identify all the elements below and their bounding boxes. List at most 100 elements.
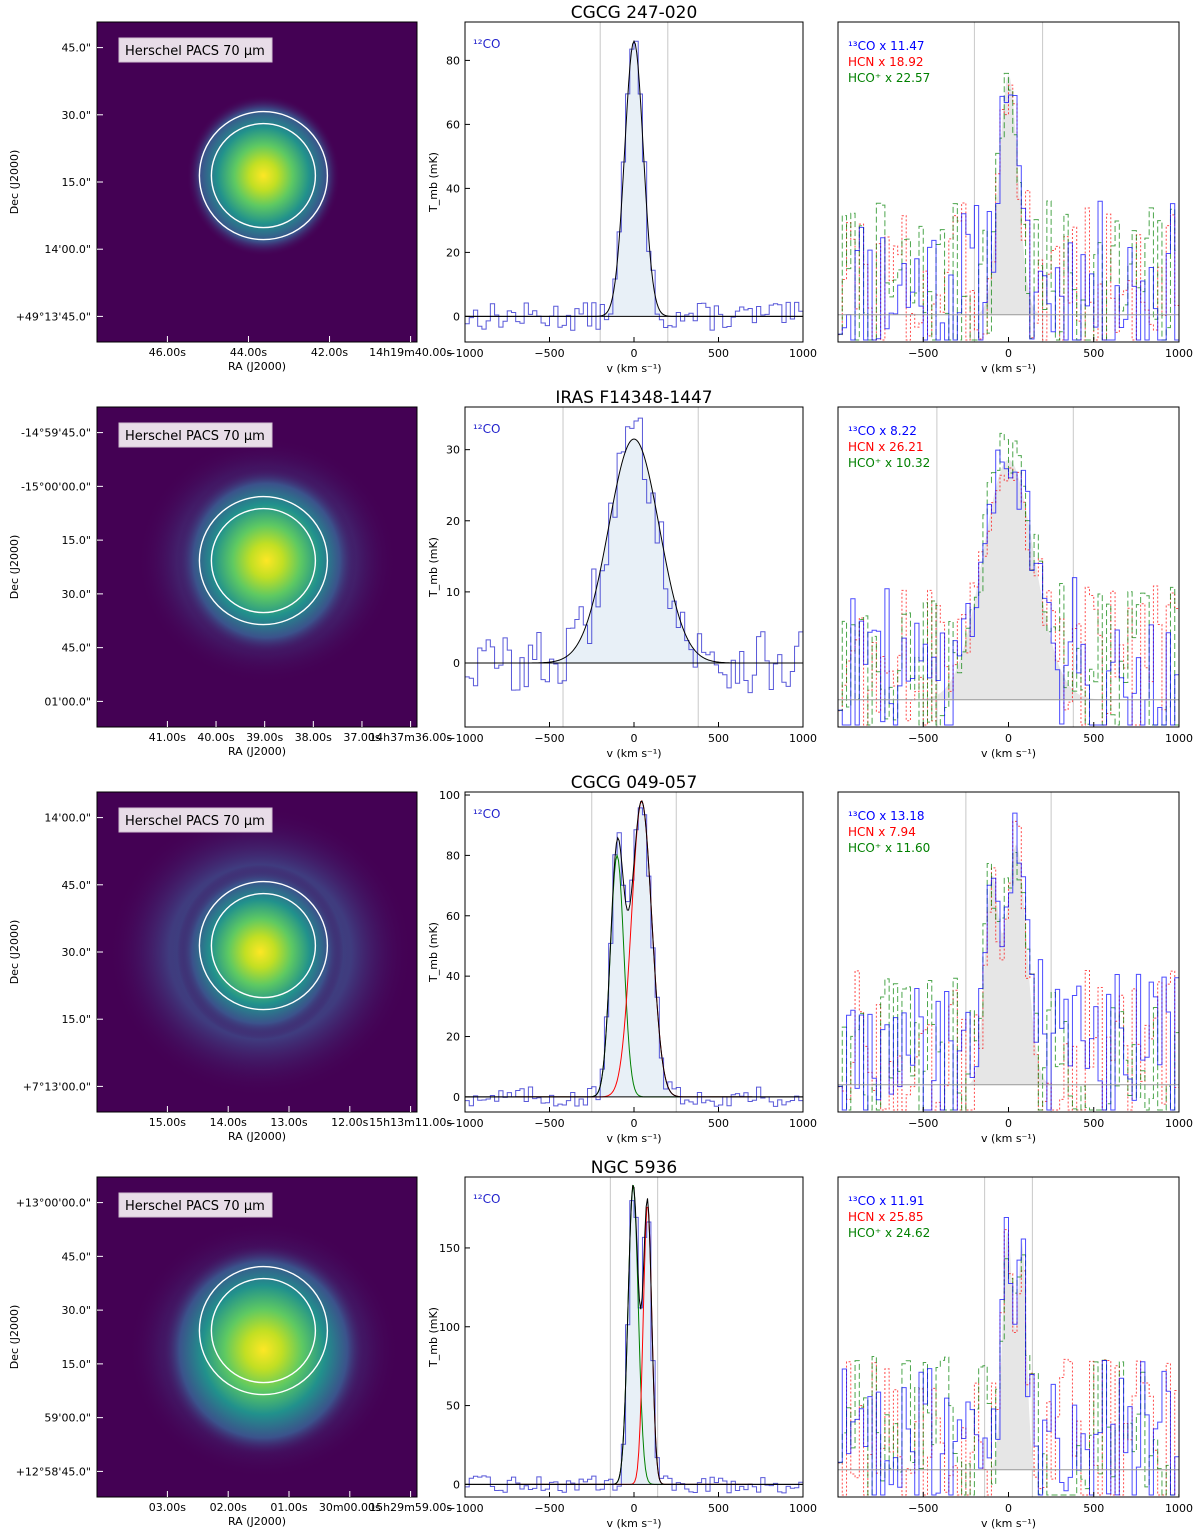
- x-tick-label: 500: [1083, 1502, 1104, 1515]
- co12-legend-label: ¹²CO: [473, 1192, 500, 1206]
- dec-tick-label: 59'00.0": [44, 1412, 91, 1425]
- dense-gas-panel: −500 0 500 1000 v (km s⁻¹) ¹³CO x 11.91 HCN x …: [837, 1176, 1193, 1530]
- x-tick-label: 0: [1005, 1117, 1012, 1130]
- dec-tick-label: +49°13'45.0": [16, 310, 91, 323]
- map-badge-label: Herschel PACS 70 μm: [125, 1199, 265, 1214]
- x-tick-label: −500: [534, 347, 564, 360]
- ra-tick-label: 38.00s: [295, 731, 332, 744]
- y-tick-label: 0: [453, 657, 460, 670]
- x-tick-label: 500: [1083, 1117, 1104, 1130]
- dec-tick-label: 45.0": [61, 1250, 91, 1263]
- hcop-scale-label: HCO⁺ x 11.60: [848, 841, 930, 855]
- map-badge-box: [118, 422, 273, 448]
- x-tick-label: 1000: [789, 1117, 817, 1130]
- dec-axis-label: Dec (J2000): [8, 1305, 21, 1370]
- map-beam-ring-inner: [210, 122, 317, 229]
- dec-axis-label: Dec (J2000): [8, 150, 21, 215]
- hcop-scale-label: HCO⁺ x 22.57: [848, 71, 930, 85]
- hcn-scale-label: HCN x 18.92: [848, 55, 923, 69]
- x-tick-label: 1000: [789, 347, 817, 360]
- dec-tick-label: 15.0": [61, 1013, 91, 1026]
- x-tick-label: 0: [631, 1502, 638, 1515]
- y-tick-label: 40: [446, 970, 460, 983]
- dec-tick-label: 15.0": [61, 176, 91, 189]
- x-tick-label: −500: [534, 1502, 564, 1515]
- map-source-emission: [177, 466, 357, 655]
- x-tick-label: 0: [631, 347, 638, 360]
- co13-scale-label: ¹³CO x 11.47: [848, 39, 925, 53]
- map-beam-ring-outer: [198, 880, 329, 1011]
- x-tick-label: 500: [708, 1502, 729, 1515]
- y-tick-label: 80: [446, 54, 460, 67]
- co12-legend-label: ¹²CO: [473, 37, 500, 51]
- dec-tick-label: 45.0": [61, 879, 91, 892]
- x-tick-label: 500: [708, 732, 729, 745]
- dec-tick-label: 45.0": [61, 642, 91, 655]
- x-tick-label: 1000: [1165, 347, 1193, 360]
- hcop-scale-label: HCO⁺ x 24.62: [848, 1226, 930, 1240]
- x-tick-label: −1000: [446, 732, 483, 745]
- map-beam-ring-inner: [210, 1277, 317, 1384]
- hcn-histogram: [838, 467, 1179, 726]
- co13-histogram: [838, 812, 1179, 1111]
- dec-tick-label: 30.0": [61, 588, 91, 601]
- co12-spectrum-panel: 0 20 40 60 80 100 −1000 −500 0 500 1000 v (km s⁻¹) T…: [427, 789, 817, 1145]
- y-tick-label: 0: [453, 1478, 460, 1491]
- x-tick-label: 500: [1083, 732, 1104, 745]
- y-tick-label: 40: [446, 182, 460, 195]
- x-tick-label: −500: [908, 1117, 938, 1130]
- ra-tick-label: 42.00s: [311, 346, 348, 359]
- co12-histogram: [465, 1200, 803, 1494]
- map-badge-box: [118, 1192, 273, 1218]
- row-1: Herschel PACS 70 μm 45.0" 30.0" 15.0" 14'00.…: [8, 3, 1193, 375]
- hcn-scale-label: HCN x 7.94: [848, 825, 916, 839]
- ra-axis-label: RA (J2000): [228, 1515, 286, 1528]
- dec-tick-label: 30.0": [61, 1304, 91, 1317]
- map-badge-box: [118, 807, 273, 833]
- dec-tick-label: 01'00.0": [44, 695, 91, 708]
- hcn-scale-label: HCN x 26.21: [848, 440, 923, 454]
- x-tick-label: 1000: [1165, 1117, 1193, 1130]
- ra-axis-label: RA (J2000): [228, 745, 286, 758]
- co13-scale-label: ¹³CO x 13.18: [848, 809, 925, 823]
- y-tick-label: 80: [446, 849, 460, 862]
- co13-histogram: [838, 1217, 1179, 1496]
- dec-tick-label: +12°58'45.0": [16, 1465, 91, 1478]
- x-tick-label: −1000: [446, 1502, 483, 1515]
- ra-tick-label: 30m00.00s: [319, 1501, 381, 1514]
- x-axis-label: v (km s⁻¹): [981, 747, 1036, 760]
- co13-scale-label: ¹³CO x 11.91: [848, 1194, 925, 1208]
- co13-scale-label: ¹³CO x 8.22: [848, 424, 917, 438]
- ra-tick-label: 14h37m36.00s: [369, 731, 452, 744]
- hcn-histogram: [838, 820, 1179, 1111]
- map-panel: Herschel PACS 70 μm -14°59'45.0" -15°00'00…: [8, 406, 452, 758]
- x-axis-label: v (km s⁻¹): [981, 1132, 1036, 1145]
- y-tick-label: 150: [439, 1242, 460, 1255]
- ra-tick-label: 14.00s: [210, 1116, 247, 1129]
- row-3: Herschel PACS 70 μm 14'00.0" 45.0" 30.0" 15.…: [8, 773, 1193, 1145]
- map-beam-ring-inner: [210, 892, 317, 999]
- co12-histogram: [465, 40, 803, 331]
- ra-tick-label: 03.00s: [149, 1501, 186, 1514]
- dec-axis-label: Dec (J2000): [8, 535, 21, 600]
- spectrum-fill: [532, 1187, 736, 1485]
- map-panel: Herschel PACS 70 μm +13°00'00.0" 45.0" 30.0…: [8, 1176, 452, 1528]
- x-tick-label: −500: [534, 732, 564, 745]
- x-tick-label: 1000: [1165, 1502, 1193, 1515]
- spectrum-title: CGCG 247-020: [571, 3, 698, 23]
- dec-tick-label: 14'00.0": [44, 812, 91, 825]
- x-tick-label: 0: [631, 732, 638, 745]
- map-badge-label: Herschel PACS 70 μm: [125, 814, 265, 829]
- x-tick-label: 0: [1005, 1502, 1012, 1515]
- x-axis-label: v (km s⁻¹): [606, 1517, 661, 1530]
- x-tick-label: 1000: [789, 732, 817, 745]
- x-tick-label: 0: [631, 1117, 638, 1130]
- y-tick-label: 0: [453, 310, 460, 323]
- spectrum-fill: [532, 41, 736, 317]
- x-tick-label: 500: [708, 1117, 729, 1130]
- y-tick-label: 0: [453, 1091, 460, 1104]
- y-axis-label: T_mb (mK): [427, 922, 440, 983]
- y-axis-label: T_mb (mK): [427, 537, 440, 598]
- x-tick-label: 1000: [789, 1502, 817, 1515]
- dense-gas-panel: −500 0 500 1000 v (km s⁻¹) ¹³CO x 11.47 HCN x …: [837, 21, 1193, 375]
